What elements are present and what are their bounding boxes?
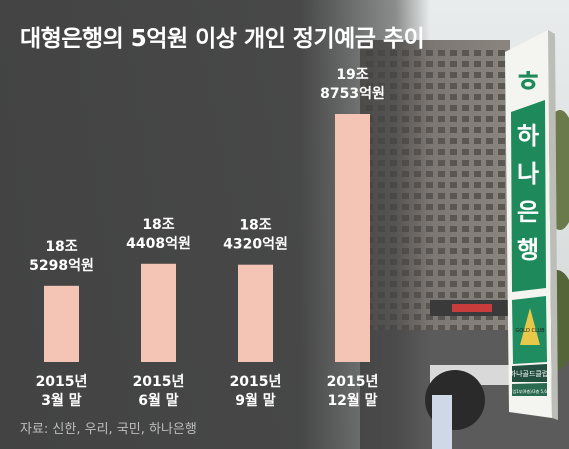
- source-note: 자료: 신한, 우리, 국민, 하나은행: [20, 422, 197, 437]
- bar-value-label: 4408억원: [126, 236, 191, 252]
- bar-value-label: 4320억원: [223, 237, 288, 253]
- hana-logo-glyph: ㅎ: [514, 65, 542, 100]
- bar-value-label: 18조: [45, 239, 77, 255]
- category-label: 2015년: [36, 374, 88, 390]
- bar-value-label: 19조: [336, 67, 368, 83]
- hana-bank-sign: ㅎ 하나은행 GOLD CLUB 하나골드클럽 영업1부(9층)/3층 5,6F: [505, 30, 558, 420]
- bar-value-label: 5298억원: [29, 258, 94, 274]
- sign-gold-club-korean: 하나골드클럽: [510, 369, 549, 378]
- sign-name-char: 나: [517, 160, 539, 188]
- category-label: 2015년: [327, 374, 379, 390]
- bar: [335, 114, 370, 362]
- sign-name-char: 은: [517, 198, 539, 226]
- category-label: 3월 말: [41, 392, 81, 409]
- category-label: 12월 말: [327, 392, 377, 409]
- bar: [238, 264, 273, 362]
- sign-bank-name: 하나은행: [517, 122, 539, 264]
- category-label: 2015년: [133, 374, 185, 390]
- category-label: 2015년: [230, 374, 282, 390]
- bar-value-label: 8753억원: [320, 86, 385, 102]
- sign-name-char: 하: [517, 122, 539, 150]
- category-label: 6월 말: [138, 392, 178, 409]
- bar-value-label: 18조: [239, 218, 271, 234]
- bar: [141, 263, 176, 362]
- chart-title: 대형은행의 5억원 이상 개인 정기예금 추이: [20, 26, 425, 52]
- bar: [44, 285, 79, 362]
- category-label: 9월 말: [235, 392, 275, 409]
- sign-gold-club-text: GOLD CLUB: [515, 328, 545, 334]
- sign-floor-text: 영업1부(9층)/3층 5,6F: [509, 388, 550, 394]
- bar-value-label: 18조: [142, 217, 174, 233]
- sign-name-char: 행: [517, 236, 539, 264]
